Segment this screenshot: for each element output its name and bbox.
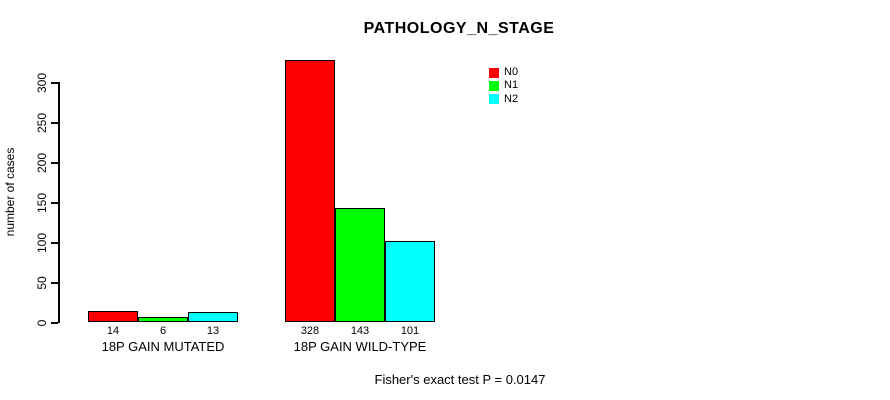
y-axis-line	[58, 82, 60, 323]
legend-label: N1	[504, 79, 519, 92]
legend-swatch-icon	[489, 80, 499, 91]
bar-value-label: 328	[300, 325, 320, 337]
legend-swatch-icon	[489, 94, 499, 105]
legend: N0 N1 N2	[489, 66, 518, 106]
y-tick-mark	[51, 82, 58, 84]
legend-label: N2	[504, 92, 519, 105]
y-tick-label: 200	[35, 152, 49, 174]
y-tick-mark	[51, 122, 58, 124]
legend-row-n2: N2	[489, 93, 518, 106]
bar-n2-1	[188, 311, 238, 322]
bar-n1-1	[138, 317, 188, 322]
bar-n1-2	[335, 207, 385, 322]
bar-value-label: 6	[159, 325, 167, 337]
chart-title: PATHOLOGY_N_STAGE	[363, 20, 555, 37]
y-tick-label: 300	[35, 72, 49, 94]
bar-value-label: 14	[106, 325, 120, 337]
y-tick-label: 250	[35, 112, 49, 134]
y-tick-label: 0	[35, 319, 49, 327]
y-tick-mark	[51, 162, 58, 164]
y-axis-title: number of cases	[3, 147, 17, 237]
y-tick-label: 150	[35, 192, 49, 214]
bar-value-label: 143	[350, 325, 370, 337]
bar-n2-2	[385, 241, 435, 322]
bar-value-label: 13	[206, 325, 220, 337]
y-tick-mark	[51, 322, 58, 324]
bar-value-label: 101	[400, 325, 420, 337]
y-tick-label: 100	[35, 232, 49, 254]
legend-row-n1: N1	[489, 79, 518, 92]
x-category-label: 18P GAIN MUTATED	[101, 339, 225, 354]
y-tick-mark	[51, 282, 58, 284]
y-tick-mark	[51, 202, 58, 204]
stat-annotation: Fisher's exact test P = 0.0147	[374, 372, 546, 387]
x-category-label: 18P GAIN WILD-TYPE	[293, 339, 427, 354]
legend-label: N0	[504, 66, 519, 79]
bar-n0-1	[88, 310, 138, 322]
legend-swatch-icon	[489, 67, 499, 78]
y-tick-mark	[51, 242, 58, 244]
bar-n0-2	[285, 59, 335, 322]
legend-row-n0: N0	[489, 66, 518, 79]
y-tick-label: 50	[35, 276, 49, 290]
